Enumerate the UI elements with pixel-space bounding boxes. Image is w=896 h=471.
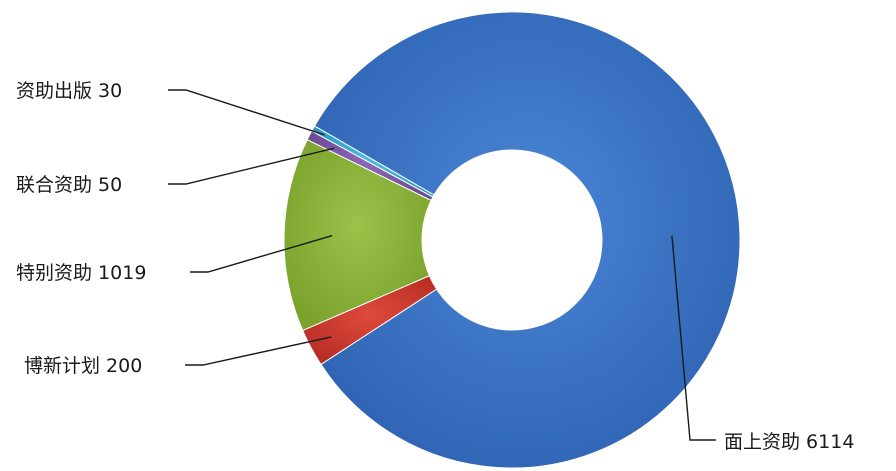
slice-category-2: 特别资助 bbox=[16, 262, 92, 284]
slices-group bbox=[283, 11, 741, 469]
slice-value-1: 200 bbox=[100, 355, 142, 377]
leader-line-0 bbox=[671, 235, 716, 441]
slice-label-1: 博新计划 200 bbox=[24, 355, 142, 377]
slice-value-3: 50 bbox=[92, 174, 122, 196]
donut-slice-2 bbox=[283, 138, 432, 332]
slice-category-3: 联合资助 bbox=[16, 174, 92, 196]
slice-label-2: 特别资助 1019 bbox=[16, 262, 146, 284]
slice-category-0: 面上资助 bbox=[724, 431, 800, 453]
leader-line-3 bbox=[168, 147, 335, 185]
slice-value-2: 1019 bbox=[92, 262, 146, 284]
leader-line-1 bbox=[185, 336, 332, 366]
donut-slice-0 bbox=[313, 11, 741, 469]
slice-value-0: 6114 bbox=[800, 431, 854, 453]
slice-label-0: 面上资助 6114 bbox=[724, 431, 854, 453]
slice-value-4: 30 bbox=[92, 80, 122, 102]
donut-slice-4 bbox=[311, 125, 435, 198]
slice-category-1: 博新计划 bbox=[24, 355, 100, 377]
slice-label-4: 资助出版 30 bbox=[16, 80, 122, 102]
leader-line-2 bbox=[190, 235, 333, 273]
leader-lines-group bbox=[168, 89, 716, 441]
leader-line-4 bbox=[168, 89, 325, 136]
slice-category-4: 资助出版 bbox=[16, 80, 92, 102]
slice-label-3: 联合资助 50 bbox=[16, 174, 122, 196]
labels-group: 面上资助 6114 博新计划 200 特别资助 1019 联合资助 50 资助出版 30 bbox=[16, 80, 854, 453]
